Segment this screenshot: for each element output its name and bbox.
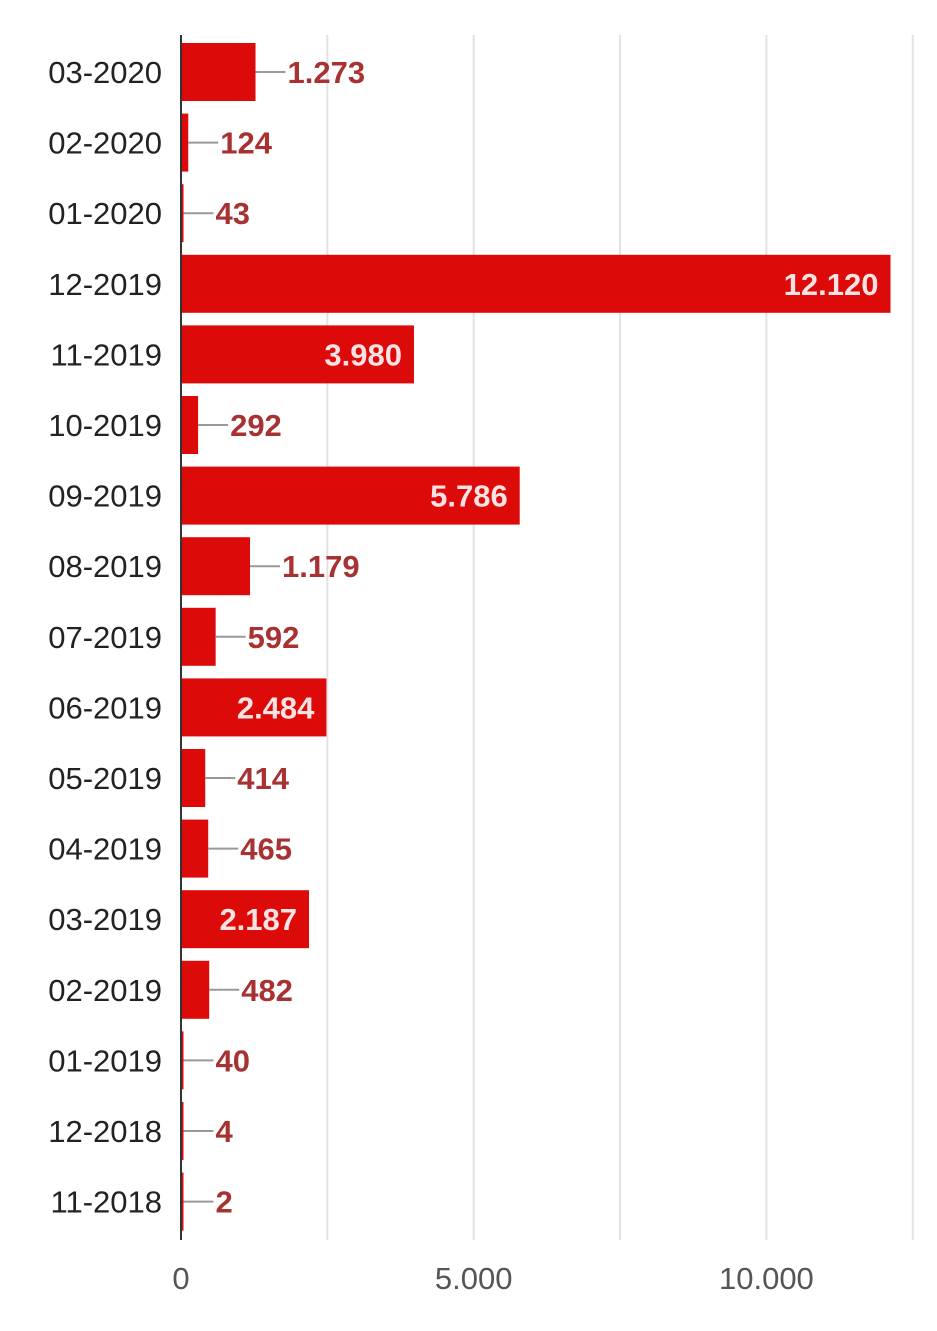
bar: [181, 890, 310, 949]
bar-value-label: 40: [216, 1043, 250, 1078]
category-label: 07-2019: [48, 620, 162, 655]
x-tick-label: 5.000: [435, 1261, 513, 1296]
bar-value-label: 3.980: [324, 337, 402, 372]
bar: [181, 537, 251, 596]
category-label: 01-2020: [48, 196, 162, 231]
bar-value-label: 2.187: [219, 902, 297, 937]
bar-value-label: 2: [216, 1185, 233, 1220]
bar: [181, 819, 209, 878]
category-label: 06-2019: [48, 690, 162, 725]
bar: [181, 113, 189, 172]
labels: 0 5.000 10.000 1.273 03-2020 124 02-2020 43 01-2…: [48, 55, 878, 1296]
bar: [181, 749, 206, 807]
bar-value-label: 414: [237, 761, 289, 796]
bar-value-label: 482: [241, 973, 293, 1008]
bar: [181, 254, 891, 313]
bar-value-label: 124: [220, 126, 272, 161]
bar-value-label: 592: [248, 620, 300, 655]
category-label: 04-2019: [48, 832, 162, 867]
grid-lines: [326, 35, 914, 1240]
bar: [181, 184, 184, 243]
category-label: 03-2019: [48, 902, 162, 937]
bar-value-label: 12.120: [784, 267, 879, 302]
bar: [181, 325, 414, 384]
bar: [181, 607, 216, 666]
bar-value-label: 2.484: [237, 690, 315, 725]
category-label: 02-2019: [48, 973, 162, 1008]
category-label: 12-2018: [48, 1114, 162, 1149]
category-label: 12-2019: [48, 267, 162, 302]
bar: [181, 43, 256, 101]
bar-value-label: 1.179: [282, 549, 360, 584]
bars: [181, 43, 891, 1231]
category-label: 08-2019: [48, 549, 162, 584]
category-label: 09-2019: [48, 479, 162, 514]
bar-value-label: 5.786: [430, 479, 508, 514]
bar: [181, 1031, 184, 1090]
bar: [181, 678, 327, 737]
category-label: 11-2019: [51, 337, 162, 372]
bar: [181, 396, 199, 454]
bar: [181, 960, 210, 1019]
x-tick-label: 10.000: [719, 1261, 814, 1296]
category-label: 03-2020: [48, 55, 162, 90]
bar: [181, 1172, 184, 1231]
bar-value-label: 292: [230, 408, 282, 443]
bar-value-label: 4: [216, 1114, 234, 1149]
category-label: 01-2019: [48, 1043, 162, 1078]
category-label: 10-2019: [48, 408, 162, 443]
bar-value-label: 465: [240, 832, 292, 867]
bar: [181, 466, 520, 525]
category-label: 05-2019: [48, 761, 162, 796]
x-tick-label: 0: [172, 1261, 189, 1296]
bar: [181, 1102, 184, 1160]
category-label: 11-2018: [51, 1185, 162, 1220]
bar-value-label: 1.273: [288, 55, 366, 90]
bar-value-label: 43: [216, 196, 250, 231]
category-label: 02-2020: [48, 126, 162, 161]
